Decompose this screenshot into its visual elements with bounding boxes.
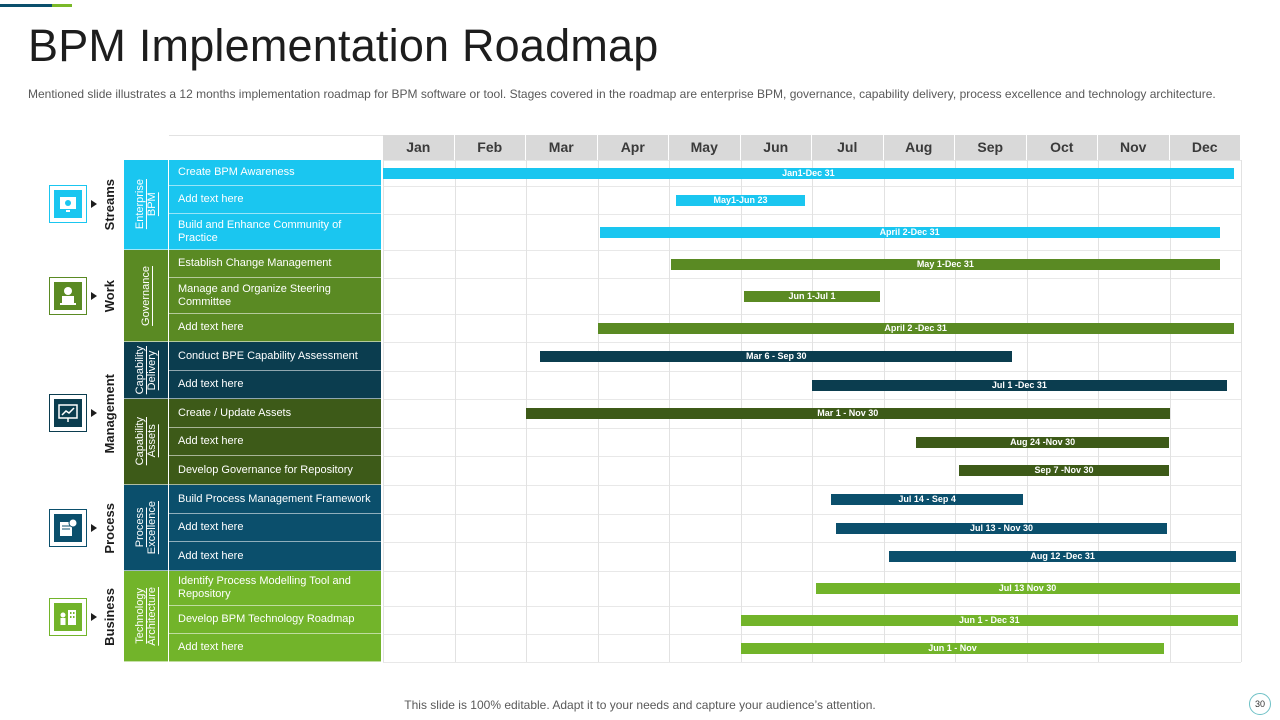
arrow-right-icon xyxy=(91,524,97,532)
month-header: Nov xyxy=(1098,135,1170,160)
task-label: Conduct BPE Capability Assessment xyxy=(169,342,381,371)
month-header: May xyxy=(669,135,741,160)
gantt-bar: Sep 7 -Nov 30 xyxy=(958,465,1170,476)
month-header: Jul xyxy=(812,135,884,160)
arrow-right-icon xyxy=(91,613,97,621)
month-header: Aug xyxy=(883,135,955,160)
stage-label: Technology Architecture xyxy=(134,586,158,646)
gantt-bar: April 2 -Dec 31 xyxy=(597,322,1234,334)
stream-label-text: Process xyxy=(101,502,117,554)
document-gear-icon xyxy=(49,509,87,547)
task-label: Create BPM Awareness xyxy=(169,160,381,186)
stream-label-text: Business xyxy=(101,587,117,646)
gantt-bar: Mar 6 - Sep 30 xyxy=(540,351,1013,362)
arrow-right-icon xyxy=(91,200,97,208)
gantt-bar: Jun 1 - Dec 31 xyxy=(740,614,1239,626)
page-title: BPM Implementation Roadmap xyxy=(28,20,659,71)
grid-col-line xyxy=(383,160,384,662)
task-label: Add text here xyxy=(169,542,381,571)
task-label: Add text here xyxy=(169,428,381,456)
stream-label: Business xyxy=(100,571,118,662)
task-label: Add text here xyxy=(169,634,381,662)
stream-label-text: Work xyxy=(101,279,117,313)
page-subtitle: Mentioned slide illustrates a 12 months … xyxy=(28,87,1216,101)
month-header: Jun xyxy=(740,135,812,160)
worker-laptop-icon xyxy=(49,277,87,315)
task-label: Manage and Organize Steering Committee xyxy=(169,278,381,314)
top-accent-bar xyxy=(0,4,72,7)
page-number: 30 xyxy=(1249,693,1271,715)
gantt-bar: Aug 24 -Nov 30 xyxy=(915,436,1170,448)
grid-col-line xyxy=(1241,160,1242,662)
task-label: Build Process Management Framework xyxy=(169,485,381,514)
month-header: Feb xyxy=(454,135,526,160)
gantt-bar: Jun 1 - Nov xyxy=(740,642,1165,654)
task-header-blank xyxy=(169,135,383,160)
gantt-bar: Jun 1-Jul 1 xyxy=(744,290,880,302)
gantt-bar: April 2-Dec 31 xyxy=(599,226,1220,238)
stream-label: Management xyxy=(100,342,118,485)
gantt-bar: May1-Jun 23 xyxy=(676,194,805,206)
task-label: Develop Governance for Repository xyxy=(169,456,381,485)
gear-monitor-icon xyxy=(49,185,87,223)
arrow-right-icon xyxy=(91,409,97,417)
arrow-right-icon xyxy=(91,292,97,300)
task-label: Develop BPM Technology Roadmap xyxy=(169,606,381,634)
stage-cell: Process Excellence xyxy=(124,485,168,571)
gantt-bar: Jul 13 - Nov 30 xyxy=(835,522,1168,534)
stream-label-text: Streams xyxy=(101,179,117,231)
stage-cell: Capability Delivery xyxy=(124,342,168,399)
month-header: Mar xyxy=(526,135,598,160)
team-building-icon xyxy=(49,598,87,636)
stage-cell: Technology Architecture xyxy=(124,571,168,662)
stage-label: Governance xyxy=(140,265,152,326)
month-header: Jan xyxy=(383,135,455,160)
stage-label: Capability Delivery xyxy=(134,345,158,395)
task-label: Build and Enhance Community of Practice xyxy=(169,214,381,250)
presentation-board-icon xyxy=(49,394,87,432)
task-label: Create / Update Assets xyxy=(169,399,381,428)
grid-col-line xyxy=(1169,160,1171,662)
grid-row-line xyxy=(383,662,1241,663)
stream-label-text: Management xyxy=(101,373,117,454)
stage-cell: Governance xyxy=(124,250,168,342)
stage-label: Capability Assets xyxy=(134,417,158,466)
month-header: Dec xyxy=(1169,135,1241,160)
stage-cell: Enterprise BPM xyxy=(124,160,168,250)
task-label: Add text here xyxy=(169,514,381,542)
task-label: Add text here xyxy=(169,186,381,214)
task-label: Add text here xyxy=(169,314,381,342)
gantt-bar: Jul 1 -Dec 31 xyxy=(812,379,1227,391)
gantt-bar: Aug 12 -Dec 31 xyxy=(889,551,1236,562)
month-header: Oct xyxy=(1026,135,1098,160)
gantt-bar: Jan1-Dec 31 xyxy=(383,167,1234,179)
stage-cell: Capability Assets xyxy=(124,399,168,485)
month-header: Apr xyxy=(597,135,669,160)
gantt-bar: Jul 14 - Sep 4 xyxy=(831,494,1023,505)
stream-label: Work xyxy=(100,250,118,342)
task-label: Add text here xyxy=(169,371,381,399)
stage-label: Enterprise BPM xyxy=(134,179,158,230)
gantt-bar: May 1-Dec 31 xyxy=(671,258,1220,270)
footer-note: This slide is 100% editable. Adapt it to… xyxy=(404,698,876,712)
grid-col-line xyxy=(454,160,456,662)
stage-label: Process Excellence xyxy=(134,500,158,555)
gantt-bar: Jul 13 Nov 30 xyxy=(815,583,1240,594)
gantt-bar: Mar 1 - Nov 30 xyxy=(526,408,1170,419)
month-header: Sep xyxy=(955,135,1027,160)
task-label: Establish Change Management xyxy=(169,250,381,278)
stream-label: Process xyxy=(100,485,118,571)
stream-label: Streams xyxy=(100,160,118,250)
task-label: Identify Process Modelling Tool and Repo… xyxy=(169,571,381,606)
